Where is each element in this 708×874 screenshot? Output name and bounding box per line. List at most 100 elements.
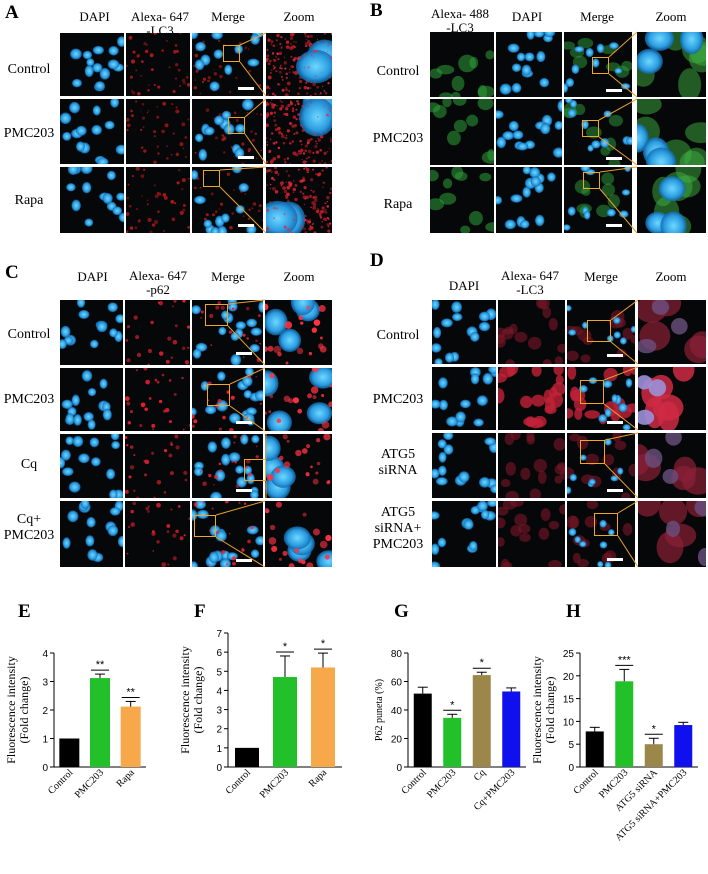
zoom-region-box: [580, 440, 605, 464]
scale-bar: [236, 421, 252, 424]
zoom-region-box: [205, 304, 228, 326]
y-tick-label: 2: [216, 725, 222, 736]
y-axis-label: (Fold change): [543, 677, 557, 744]
micrograph-tile: [637, 167, 706, 233]
bar: [585, 731, 604, 767]
y-tick-label: 4: [216, 686, 222, 697]
zoom-region-box: [207, 384, 230, 406]
panel-label-d: D: [370, 250, 384, 271]
significance-marker: ***: [618, 654, 632, 666]
panel-d-col-header: Alexa- 647 -LC3: [500, 268, 560, 297]
y-tick-label: 1: [216, 744, 222, 755]
micrograph-tile: [192, 99, 263, 164]
panel-d-col-header: Zoom: [655, 269, 687, 284]
zoom-region-box: [194, 515, 216, 537]
zoom-region-box: [580, 380, 604, 404]
micrograph-tile: [567, 367, 635, 430]
micrograph-tile: [432, 300, 496, 364]
micrograph-tile: [192, 33, 263, 96]
micrograph-tile: [60, 501, 123, 567]
zoom-region-box: [223, 45, 240, 62]
x-tick-label: Control: [46, 767, 76, 797]
panel-c-col-header: DAPI: [77, 269, 108, 284]
y-tick-label: 0: [568, 763, 574, 774]
y-tick-label: 7: [216, 629, 222, 640]
zoom-region-box: [587, 320, 611, 342]
micrograph-tile: [564, 99, 632, 165]
micrograph-tile: [432, 433, 496, 498]
y-tick-label: 10: [563, 717, 575, 728]
y-tick-label: 20: [391, 735, 403, 746]
y-axis-label: (Fold change): [191, 667, 205, 734]
panel-a-col-header: Merge: [211, 9, 245, 24]
panel-b-col-header: Zoom: [655, 9, 687, 24]
y-tick-label: 5: [568, 740, 574, 751]
panel-a-row-label: Rapa: [14, 193, 44, 208]
bar: [59, 738, 80, 767]
micrograph-tile: [265, 434, 332, 498]
micrograph-tile: [430, 99, 494, 165]
y-tick-label: 0: [396, 763, 402, 774]
panel-label: F: [194, 601, 206, 622]
y-axis-label: Fluorescence intensity: [532, 656, 544, 764]
micrograph-tile: [638, 300, 706, 364]
micrograph-tile: [126, 33, 190, 96]
micrograph-tile: [498, 300, 565, 364]
micrograph-tile: [496, 99, 562, 165]
scale-bar: [606, 89, 622, 92]
scale-bar: [238, 87, 254, 90]
y-tick-label: 1: [42, 735, 48, 746]
scale-bar: [606, 157, 622, 160]
zoom-region-box: [594, 513, 618, 536]
panel-label-a: A: [5, 2, 19, 23]
micrograph-tile: [266, 33, 332, 96]
micrograph-tile: [192, 167, 263, 233]
panel-c-row-label: PMC203: [3, 392, 55, 407]
panel-label: H: [566, 601, 581, 622]
micrograph-tile: [432, 501, 496, 567]
y-tick-label: 60: [391, 678, 403, 689]
bar: [273, 677, 297, 767]
x-tick-label: Cq: [472, 767, 488, 783]
panel-c-row-label: Cq+ PMC203: [3, 512, 55, 543]
y-tick-label: 2: [42, 706, 48, 717]
micrograph-tile: [266, 99, 332, 164]
micrograph-tile: [637, 32, 706, 97]
micrograph-tile: [125, 434, 190, 498]
micrograph-tile: [498, 433, 565, 498]
panel-c-row-label: Control: [7, 327, 51, 342]
micrograph-tile: [496, 167, 562, 233]
micrograph-tile: [265, 501, 332, 567]
panel-b-col-header: Alexa- 488 -LC3: [430, 6, 490, 35]
micrograph-tile: [125, 368, 190, 431]
panel-d-col-header: DAPI: [448, 278, 480, 293]
y-tick-label: 80: [391, 649, 403, 660]
y-axis-label: Fluorescence intensity: [180, 646, 192, 754]
scale-bar: [607, 489, 623, 492]
zoom-region-box: [582, 120, 599, 137]
scale-bar: [236, 559, 252, 562]
y-axis-label: P62 puneta (%): [374, 679, 385, 741]
micrograph-tile: [60, 33, 124, 96]
y-tick-label: 4: [42, 649, 48, 660]
zoom-region-box: [203, 170, 220, 187]
panel-d-row-label: ATG5 siRNA: [378, 447, 418, 478]
x-tick-label: PMC203: [258, 767, 291, 800]
micrograph-tile: [564, 32, 632, 97]
y-axis-label: Fluorescence intensity: [4, 656, 18, 764]
micrograph-tile: [265, 300, 332, 365]
scale-bar: [607, 421, 623, 424]
micrograph-tile: [498, 367, 565, 430]
panel-b-row-label: Rapa: [383, 197, 413, 212]
zoom-region-box: [583, 172, 600, 189]
micrograph-tile: [567, 433, 635, 498]
y-tick-label: 0: [42, 763, 48, 774]
significance-marker: *: [450, 699, 455, 711]
scale-bar: [606, 224, 622, 227]
scale-bar: [238, 224, 254, 227]
zoom-connector-lines: [215, 31, 639, 568]
micrograph-tile: [192, 434, 263, 498]
x-tick-label: Rapa: [114, 767, 137, 790]
micrograph-tile: [564, 167, 632, 233]
